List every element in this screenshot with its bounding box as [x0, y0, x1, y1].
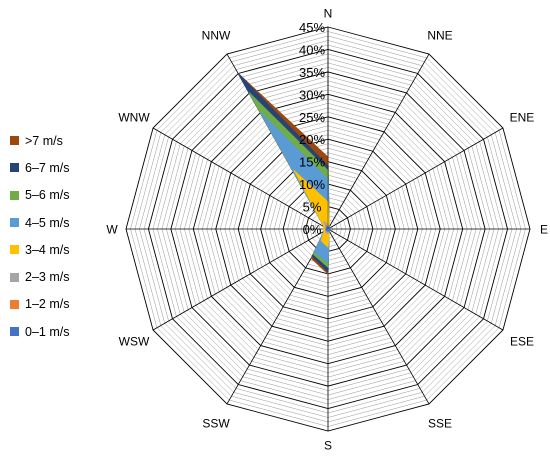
legend-swatch: [10, 218, 19, 228]
direction-label-w: W: [106, 223, 118, 237]
tick-label: 0%: [303, 222, 322, 237]
legend-item: 0–1 m/s: [10, 318, 69, 345]
legend-label: 3–4 m/s: [25, 242, 70, 257]
direction-label-s: S: [324, 439, 332, 453]
legend-item: 5–6 m/s: [10, 182, 69, 209]
legend-swatch: [10, 136, 19, 146]
tick-label: 20%: [299, 132, 325, 147]
legend-swatch: [10, 272, 19, 282]
direction-label-ssw: SSW: [202, 416, 230, 430]
legend-item: >7 m/s: [10, 127, 69, 154]
tick-label: 10%: [299, 177, 325, 192]
direction-label-e: E: [540, 223, 548, 237]
direction-label-ene: ENE: [510, 111, 535, 125]
legend-item: 6–7 m/s: [10, 154, 69, 181]
legend-item: 1–2 m/s: [10, 291, 69, 318]
legend-swatch: [10, 299, 19, 309]
spoke-sse: [327, 228, 430, 405]
legend-label: 0–1 m/s: [25, 324, 70, 339]
direction-label-sse: SSE: [428, 416, 452, 430]
direction-labels: N NNE ENE E ESE SSE S SSW WSW W WNW NNW: [106, 7, 548, 453]
spoke-ese: [327, 228, 504, 331]
legend-item: 4–5 m/s: [10, 209, 69, 236]
legend-swatch: [10, 327, 19, 337]
legend: >7 m/s 6–7 m/s 5–6 m/s 4–5 m/s 3–4 m/s 2–3 m/…: [10, 127, 69, 345]
direction-label-nne: NNE: [427, 29, 452, 43]
tick-label: 30%: [299, 87, 325, 102]
radar-grid: [125, 26, 531, 432]
spoke-nne: [327, 53, 430, 230]
direction-label-wsw: WSW: [119, 335, 150, 349]
spoke-ene: [327, 127, 504, 230]
tick-label: 35%: [299, 65, 325, 80]
direction-label-n: N: [324, 7, 333, 21]
direction-label-wnw: WNW: [118, 111, 150, 125]
direction-label-ese: ESE: [510, 335, 534, 349]
legend-swatch: [10, 245, 19, 255]
radial-tick-labels: 0% 5% 10% 15% 20% 25% 30% 35% 40% 45%: [299, 20, 325, 237]
legend-label: 2–3 m/s: [25, 270, 70, 285]
legend-label: 1–2 m/s: [25, 297, 70, 312]
legend-item: 3–4 m/s: [10, 236, 69, 263]
legend-label: 6–7 m/s: [25, 160, 70, 175]
legend-item: 2–3 m/s: [10, 263, 69, 290]
tick-label: 45%: [299, 20, 325, 35]
spoke-wsw: [152, 228, 329, 331]
spoke-wnw: [152, 127, 329, 230]
legend-swatch: [10, 190, 19, 200]
series-layer: [237, 27, 331, 275]
tick-label: 40%: [299, 42, 325, 57]
legend-label: >7 m/s: [25, 133, 63, 148]
tick-label: 5%: [303, 200, 322, 215]
tick-label: 15%: [299, 155, 325, 170]
legend-label: 4–5 m/s: [25, 215, 70, 230]
direction-label-nnw: NNW: [202, 29, 231, 43]
legend-swatch: [10, 163, 19, 173]
legend-label: 5–6 m/s: [25, 188, 70, 203]
tick-label: 25%: [299, 110, 325, 125]
